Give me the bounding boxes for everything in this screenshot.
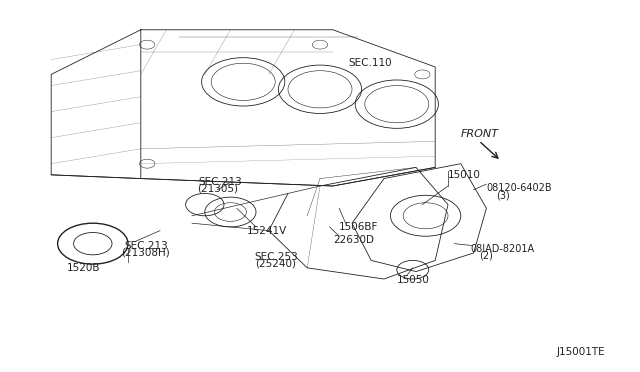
Text: SEC.253: SEC.253 <box>255 252 298 262</box>
Text: FRONT: FRONT <box>461 129 499 139</box>
Text: 1520B: 1520B <box>67 263 100 273</box>
Text: (3): (3) <box>496 190 509 200</box>
Text: (25240): (25240) <box>255 259 296 268</box>
Text: SEC.213: SEC.213 <box>198 177 242 187</box>
Text: 22630D: 22630D <box>333 235 374 245</box>
Text: SEC.110: SEC.110 <box>349 58 392 68</box>
Text: SEC.213: SEC.213 <box>125 241 168 250</box>
Text: (21305): (21305) <box>197 184 238 194</box>
Text: 15241V: 15241V <box>246 226 287 235</box>
Text: 15010: 15010 <box>448 170 481 180</box>
Text: 08IAD-8201A: 08IAD-8201A <box>470 244 534 254</box>
Text: 08120-6402B: 08120-6402B <box>486 183 552 193</box>
Text: J15001TE: J15001TE <box>557 347 605 356</box>
Text: 1506BF: 1506BF <box>339 222 379 232</box>
Text: (2): (2) <box>479 251 493 261</box>
Text: (21308H): (21308H) <box>122 247 170 257</box>
Text: 15050: 15050 <box>397 275 429 285</box>
